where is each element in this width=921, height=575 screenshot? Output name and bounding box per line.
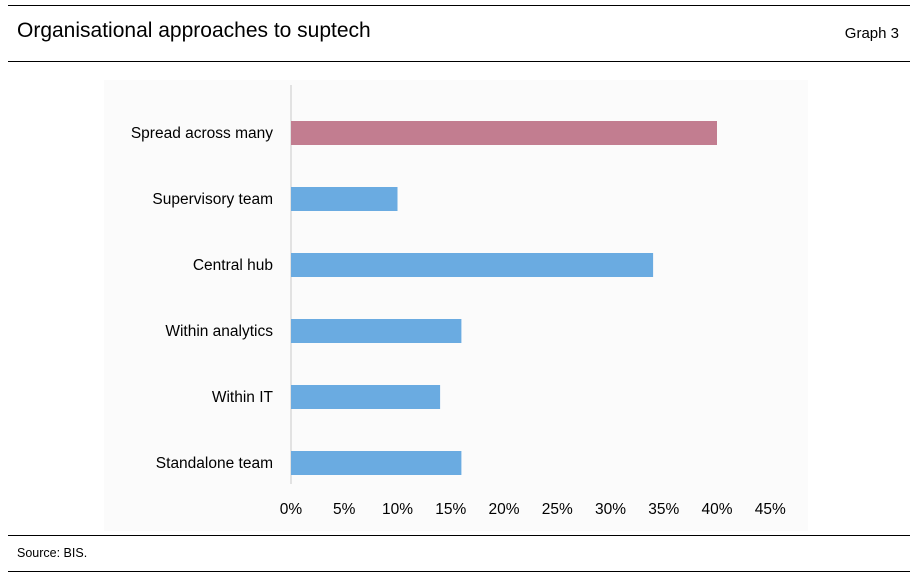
- chart-title: Organisational approaches to suptech: [17, 19, 371, 42]
- x-tick-label: 0%: [280, 501, 303, 518]
- x-tick-label: 15%: [435, 501, 466, 518]
- category-label: Within IT: [212, 389, 274, 406]
- category-label: Central hub: [193, 257, 273, 274]
- category-label: Within analytics: [165, 323, 273, 340]
- bar: [291, 253, 654, 277]
- x-tick-label: 5%: [333, 501, 356, 518]
- source-note: Source: BIS.: [17, 546, 88, 560]
- top-rule: [8, 5, 910, 6]
- category-label: Spread across many: [131, 125, 273, 142]
- category-label: Supervisory team: [152, 191, 273, 208]
- bar: [291, 385, 441, 409]
- x-tick-label: 40%: [701, 501, 732, 518]
- x-tick-label: 20%: [488, 501, 519, 518]
- bar: [291, 187, 398, 211]
- x-tick-label: 10%: [382, 501, 413, 518]
- x-tick-label: 35%: [648, 501, 679, 518]
- x-tick-label: 45%: [755, 501, 786, 518]
- bottom-rule: [8, 571, 910, 572]
- bar: [291, 319, 462, 343]
- graph-number: Graph 3: [844, 25, 899, 42]
- bar: [291, 121, 717, 145]
- category-label: Standalone team: [156, 455, 273, 472]
- x-tick-label: 25%: [542, 501, 573, 518]
- header-rule: [8, 61, 910, 62]
- bar: [291, 451, 462, 475]
- x-tick-label: 30%: [595, 501, 626, 518]
- footer-rule: [8, 535, 910, 536]
